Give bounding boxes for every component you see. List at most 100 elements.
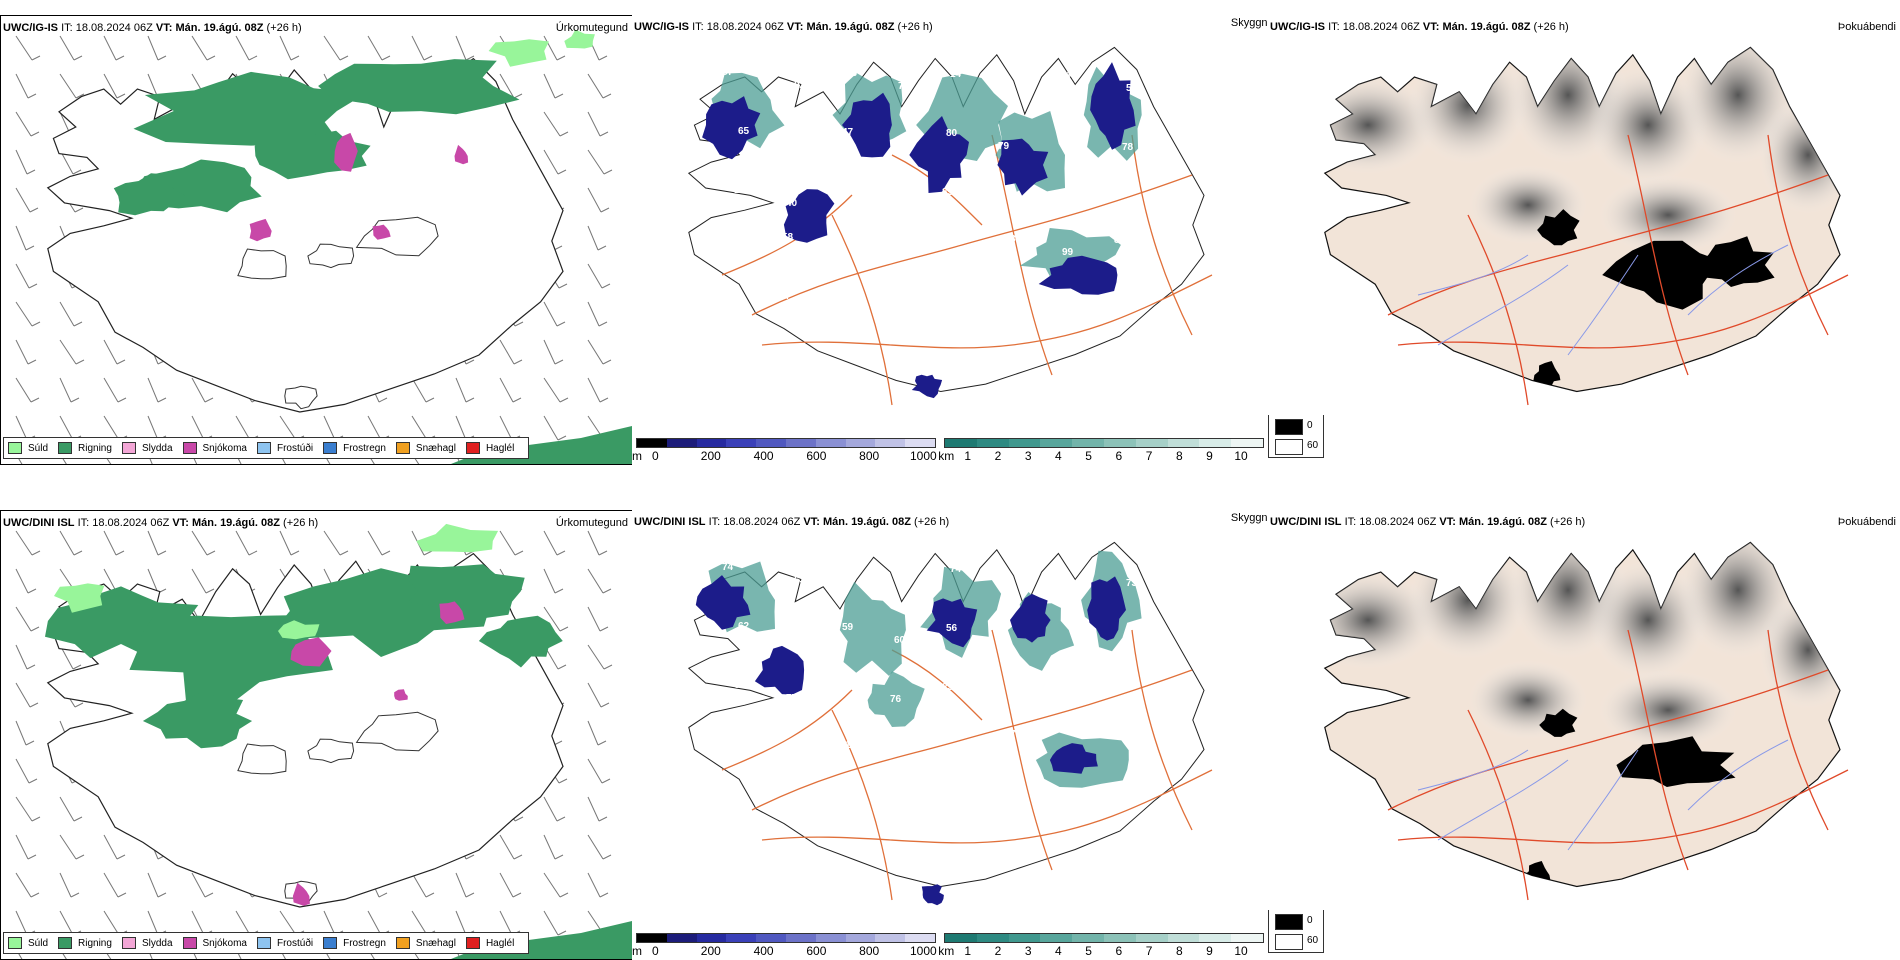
- vt-prefix: VT:: [803, 516, 820, 528]
- fog-legend: 0 60: [1268, 412, 1324, 458]
- ceiling-value-label: 79: [998, 141, 1010, 152]
- precip-legend: Súld Rigning Slydda Snjókoma Frostúði Frostre…: [3, 932, 530, 954]
- lead-time: (+26 h): [897, 21, 933, 33]
- colorbar-strip: [636, 933, 936, 943]
- ceiling-value-label: 101: [834, 740, 851, 751]
- ceiling-value-label: 59: [894, 140, 906, 151]
- ceiling-value-label: 25: [1070, 624, 1082, 635]
- snow-area: [292, 882, 310, 906]
- snow-area: [454, 144, 469, 165]
- fog-panel: UWC/IG-IS IT: 18.08.2024 06Z VT: Mán. 19…: [1268, 15, 1900, 415]
- model-name: UWC/IG-IS: [1270, 21, 1325, 33]
- ceiling-value-label: 84: [1122, 637, 1134, 648]
- ceiling-value-label: 58: [782, 232, 794, 243]
- ceiling-value-label: 02: [794, 80, 806, 91]
- precip-type-panel: UWC/IG-IS IT: 18.08.2024 06Z VT: Mán. 19…: [0, 15, 633, 465]
- legend-label: Rigning: [78, 442, 112, 454]
- colorbar-tick: 8: [1175, 449, 1183, 463]
- ceiling-value-label: 68: [838, 681, 850, 692]
- low-ceiling-area: [997, 138, 1049, 196]
- it-prefix: IT:: [61, 22, 73, 34]
- legend-item: Súld: [8, 442, 48, 454]
- fog-map: [1323, 541, 1849, 901]
- rain-area: [408, 564, 525, 625]
- ceiling-value-label: 114: [734, 185, 751, 196]
- lead-time: (+26 h): [914, 516, 950, 528]
- rain-area: [142, 692, 253, 749]
- lead-time: (+26 h): [266, 22, 302, 34]
- it-prefix: IT:: [77, 517, 90, 529]
- colorbar-tick: 2: [994, 449, 1002, 463]
- colorbar-tick: 200: [700, 944, 721, 958]
- drizzle-area: [564, 29, 595, 49]
- legend-label: Frostúði: [276, 442, 314, 454]
- colorbar-unit: km: [938, 944, 955, 958]
- glacier-outline: [237, 248, 287, 280]
- colorbar-unit: m: [632, 944, 642, 958]
- panel-title: UWC/DINI ISL IT: 18.08.2024 06Z VT: Mán.…: [634, 516, 949, 528]
- legend-swatch: [465, 937, 480, 949]
- fog-legend: 0 60: [1268, 907, 1324, 953]
- ceiling-value-label: 86: [726, 303, 738, 314]
- legend-label: Haglél: [485, 442, 515, 454]
- panel-type-label: Skyggni: [1230, 512, 1268, 524]
- low-ceiling-area: [911, 374, 943, 399]
- ceiling-value-label: 71: [1066, 683, 1078, 694]
- vt-value: Mán. 19.ágú. 08Z: [822, 516, 911, 528]
- ceiling-value-label: 78: [898, 81, 910, 92]
- legend-item: Snæhagl: [395, 442, 456, 454]
- lead-time: (+26 h): [1533, 21, 1569, 33]
- panel-title: UWC/IG-IS IT: 18.08.2024 06Z VT: Mán. 19…: [3, 22, 302, 34]
- visibility-map: 87 02 46 78 14 11 154 58 65 48 47 59 80 79 74 78 114 40 37…: [687, 46, 1213, 406]
- ceiling-value-label: 120: [890, 199, 907, 210]
- colorbar-tick: 2: [994, 944, 1002, 958]
- ceiling-value-label: 37: [838, 186, 850, 197]
- visibility-area: [839, 581, 906, 676]
- ceiling-value-label: 76: [1010, 729, 1022, 740]
- glacier-outline: [307, 243, 355, 269]
- colorbar-tick: 600: [806, 449, 827, 463]
- colorbar-tick: 10: [1234, 449, 1248, 463]
- precip-legend: Súld Rigning Slydda Snjókoma Frostúði Frostre…: [3, 437, 530, 459]
- legend-item: Frostregn: [323, 937, 386, 949]
- ceiling-value-label: 62: [738, 621, 750, 632]
- it-value: 18.08.2024 06Z: [1342, 21, 1420, 33]
- drizzle-area: [278, 620, 320, 640]
- ceiling-value-label: 58: [1126, 83, 1138, 94]
- legend-label: Snjókoma: [202, 442, 247, 454]
- ceiling-value-label: 206: [906, 728, 923, 739]
- colorbar-tick: 400: [753, 449, 774, 463]
- legend-label: Frostregn: [343, 937, 386, 949]
- ceiling-value-label: 58: [998, 636, 1010, 647]
- colorbar-tick: 1000: [909, 944, 937, 958]
- fog-swatch-low: [1275, 914, 1303, 930]
- colorbar-tick: 800: [859, 449, 880, 463]
- legend-label: Snjókoma: [202, 937, 247, 949]
- ceiling-value-label: 74: [1070, 129, 1082, 140]
- ceiling-value-label: 87: [722, 67, 734, 78]
- glacier-outline: [355, 711, 439, 752]
- ceiling-value-label: 61: [846, 563, 858, 574]
- ceiling-value-label: 74: [950, 564, 962, 575]
- snow-area: [249, 218, 272, 242]
- colorbar-tick: 5: [1085, 944, 1092, 958]
- colorbar-tick: 600: [806, 944, 827, 958]
- vt-value: Mán. 19.ágú. 08Z: [1442, 21, 1531, 33]
- road-network: [721, 629, 1213, 901]
- legend-label: Rigning: [78, 937, 112, 949]
- colorbar-tick: 400: [753, 944, 774, 958]
- visibility-panel: 87 02 46 78 14 11 154 58 65 48 47 59 80 79 74 78 114 40 37…: [632, 15, 1268, 465]
- low-ceiling-area: [909, 116, 969, 193]
- colorbar-tick: 9: [1206, 449, 1213, 463]
- ceiling-value-label: 77: [1118, 696, 1130, 707]
- ceiling-value-label: 85: [942, 187, 954, 198]
- legend-label: Frostúði: [276, 937, 314, 949]
- fog-swatch-low: [1275, 419, 1303, 435]
- ceiling-value-label: 99: [1062, 247, 1074, 258]
- ceiling-value-label: 73: [1126, 578, 1138, 589]
- low-ceiling-area: [1049, 743, 1098, 774]
- drizzle-area: [54, 583, 105, 613]
- ceiling-value-label: 58: [898, 576, 910, 587]
- fog-swatch-high: [1275, 439, 1303, 455]
- colorbar-tick: 3: [1024, 449, 1032, 463]
